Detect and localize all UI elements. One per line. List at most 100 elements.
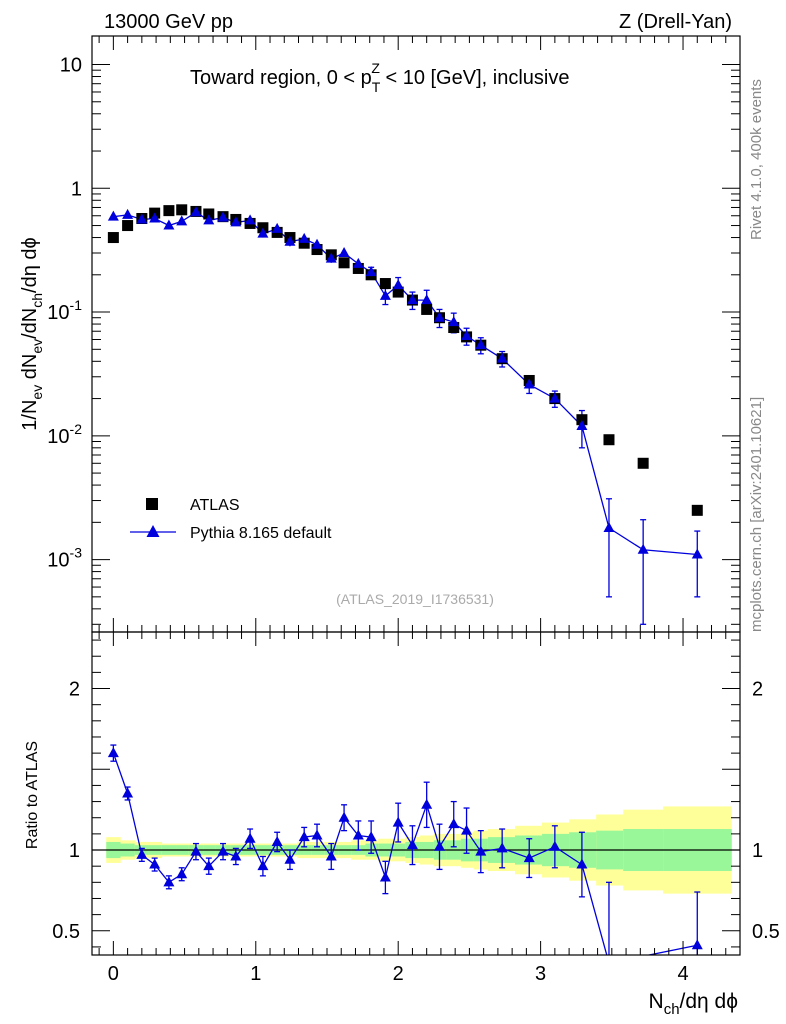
mc-point [691,548,703,559]
mc-point [230,216,242,227]
main-panel: 10 1 10-1 10-2 10-3 Toward region, 0 < pTZ <… [19,35,741,633]
ratio-points [107,747,703,950]
mc-point [122,208,134,219]
mc-point [392,279,404,290]
mc-point [338,247,350,258]
ratio-point [311,829,323,840]
ratio-axis-ticks [92,632,740,955]
ratio-point [122,787,134,798]
ratio-point [448,818,460,829]
legend-data-label: ATLAS [190,497,240,514]
ratio-point [421,798,433,809]
ratio-point [244,832,256,843]
mc-error-bars [112,209,701,625]
mc-point [523,378,535,389]
mc-point [311,238,323,249]
mc-point [448,316,460,327]
legend-mc-label: Pythia 8.165 default [190,525,332,542]
rivet-label: Rivet 4.1.0, 400k events [748,79,765,240]
data-points [107,204,703,516]
mc-point [325,252,337,263]
xtick-label: 0 [108,963,119,985]
ratio-point [475,845,487,856]
legend-mc-marker [146,525,160,537]
mc-point [257,227,269,238]
main-ytick-label: 10 [60,55,82,77]
main-ytick-labels: 10 1 10-1 10-2 10-3 [47,55,82,572]
ratio-point [136,848,148,859]
ratio-panel: 2 2 1 1 0.5 0.5 0 1 2 3 4 Ratio to ATLAS Nch/dη d… [24,631,780,1018]
mc-point [549,392,561,403]
data-point [576,414,588,426]
mc-point [379,289,391,300]
data-point [203,208,215,220]
ratio-ytick-label: 1 [69,840,80,862]
main-ytick-label: 1 [71,178,82,200]
legend: ATLAS Pythia 8.165 default [130,497,332,542]
mc-point [176,215,188,226]
data-point [691,504,703,516]
data-point [122,220,134,232]
mc-point [433,311,445,322]
ratio-point [190,845,202,856]
ratio-point [149,858,161,869]
ratio-point [217,845,229,856]
ratio-point [691,939,703,950]
mc-point [365,266,377,277]
mc-point [163,219,175,230]
ratio-point [176,868,188,879]
main-ytick-label: 10-1 [47,297,82,324]
header-right: Z (Drell-Yan) [619,11,732,33]
ratio-ytick-label: 2 [69,679,80,701]
mc-point [284,235,296,246]
mc-point [576,420,588,431]
xtick-label: 2 [393,963,404,985]
main-ytick-label: 10-3 [47,545,82,572]
mcplots-label: mcplots.cern.ch [arXiv:2401.10621] [748,397,765,632]
ratio-point [365,831,377,842]
header-left: 13000 GeV pp [104,11,233,33]
analysis-tag: (ATLAS_2019_I1736531) [336,591,494,607]
ratio-point [298,831,310,842]
ratio-point [523,852,535,863]
xtick-label: 4 [677,963,688,985]
ratio-point [230,850,242,861]
data-point [298,237,310,249]
mc-point [352,257,364,268]
xtick-labels: 0 1 2 3 4 [108,963,689,985]
mc-point [298,232,310,243]
data-point [421,303,433,315]
ratio-point [461,824,473,835]
data-point [352,262,364,274]
data-point [448,322,460,334]
mc-point [421,294,433,305]
data-point [176,204,188,216]
ratio-point [163,876,175,887]
mc-point [271,222,283,233]
mc-point [475,339,487,350]
mc-point [203,214,215,225]
ratio-ytick-label-right: 0.5 [752,921,780,943]
mc-point [217,211,229,222]
ratio-ylabel: Ratio to ATLAS [24,741,41,849]
ratio-frame [91,631,741,956]
ratio-point [325,850,337,861]
ratio-ytick-labels: 2 2 1 1 0.5 0.5 [52,679,780,943]
ratio-ytick-label-right: 1 [752,840,763,862]
ratio-point [392,816,404,827]
mc-point [637,543,649,554]
main-ytick-label: 10-2 [47,421,82,448]
ratio-point [496,842,508,853]
ratio-point [338,811,350,822]
main-axis-ticks [92,36,740,632]
ratio-point [379,871,391,882]
ratio-point [203,860,215,871]
mc-point [190,206,202,217]
ratio-series-line [112,752,698,955]
ratio-ytick-label-right: 2 [752,679,763,701]
ratio-point [433,840,445,851]
data-point [338,257,350,269]
data-point [603,434,615,446]
legend-data-marker [146,498,158,510]
ratio-point [406,839,418,850]
